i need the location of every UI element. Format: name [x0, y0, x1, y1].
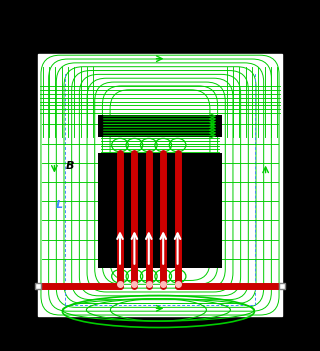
Bar — [98, 115, 222, 137]
Bar — [98, 153, 222, 268]
Bar — [38, 54, 282, 316]
Text: B: B — [66, 161, 74, 171]
Text: L: L — [56, 199, 63, 210]
